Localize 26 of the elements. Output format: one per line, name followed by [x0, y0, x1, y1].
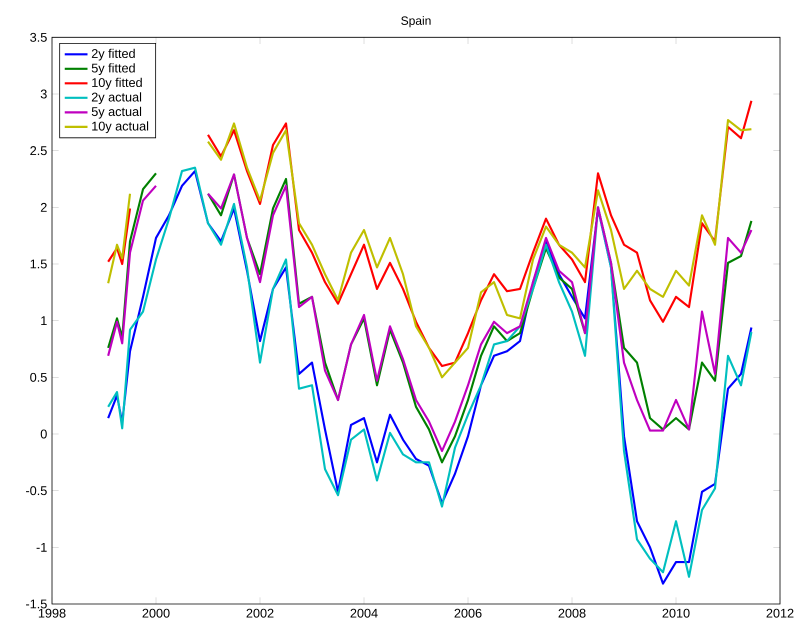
legend-label: 10y fitted	[92, 78, 142, 90]
x-tick-label: 2008	[558, 608, 586, 618]
x-tick-label: 2012	[766, 608, 794, 618]
legend-label: 2y actual	[92, 92, 142, 104]
y-tick-label: 0	[40, 430, 47, 438]
y-tick-label: 0.5	[30, 372, 47, 382]
x-tick-label: 2002	[246, 608, 274, 618]
legend-label: 10y actual	[92, 121, 148, 134]
legend-label: 5y fitted	[92, 63, 135, 76]
x-tick-label: 2000	[142, 608, 170, 618]
x-tick-label: 2010	[662, 608, 690, 618]
legend-label: 2y fitted	[92, 48, 135, 61]
y-tick-label: -1	[36, 542, 47, 552]
y-tick-label: 2	[40, 202, 47, 212]
legend-label: 5y actual	[92, 106, 142, 119]
y-tick-label: 1.5	[30, 260, 47, 268]
y-tick-label: -1.5	[26, 600, 47, 608]
x-tick-label: 1998	[38, 608, 66, 618]
chart-title: Spain	[401, 16, 431, 28]
x-tick-label: 2006	[454, 608, 482, 618]
y-tick-label: -0.5	[26, 486, 47, 496]
y-tick-label: 2.5	[30, 146, 47, 156]
y-tick-label: 3	[40, 90, 47, 98]
x-tick-label: 2004	[350, 608, 378, 618]
y-tick-label: 3.5	[30, 32, 47, 42]
y-tick-label: 1	[41, 316, 47, 326]
